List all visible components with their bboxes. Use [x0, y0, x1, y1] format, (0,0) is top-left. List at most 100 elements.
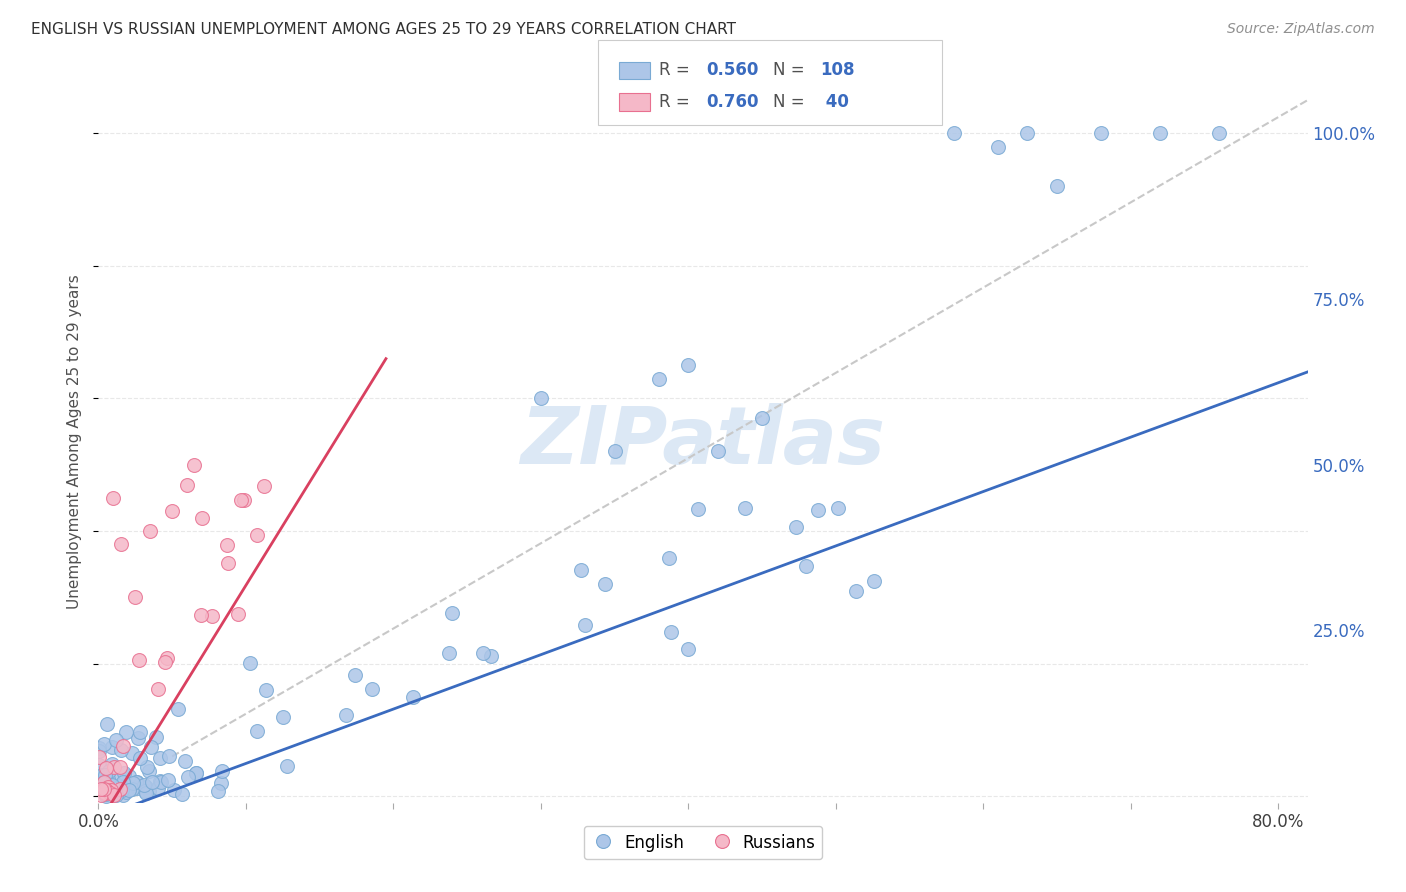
- Point: [156, 772, 179, 787]
- Point: [648, 371, 671, 385]
- Point: [105, 732, 128, 747]
- Point: [479, 648, 502, 663]
- Point: [90, 782, 112, 797]
- Point: [807, 502, 830, 516]
- Point: [1149, 126, 1171, 140]
- Point: [1046, 179, 1069, 194]
- Text: Source: ZipAtlas.com: Source: ZipAtlas.com: [1227, 22, 1375, 37]
- Point: [91, 775, 114, 789]
- Point: [94, 787, 117, 801]
- Point: [233, 493, 256, 508]
- Point: [138, 764, 160, 779]
- Point: [253, 478, 276, 492]
- Point: [167, 702, 190, 716]
- Text: ZIPatlas: ZIPatlas: [520, 402, 886, 481]
- Point: [101, 491, 124, 505]
- Point: [135, 786, 157, 800]
- Point: [149, 774, 172, 789]
- Point: [186, 766, 208, 780]
- Text: R =: R =: [659, 62, 696, 79]
- Point: [190, 607, 212, 622]
- Point: [103, 789, 125, 803]
- Point: [93, 785, 115, 799]
- Point: [121, 746, 143, 760]
- Point: [103, 760, 125, 774]
- Point: [845, 584, 868, 599]
- Point: [122, 776, 145, 790]
- Point: [110, 537, 132, 551]
- Point: [96, 772, 118, 786]
- Point: [112, 766, 135, 780]
- Point: [658, 551, 681, 566]
- Point: [108, 781, 131, 796]
- Point: [734, 500, 756, 515]
- Point: [173, 755, 195, 769]
- Point: [706, 444, 728, 458]
- Point: [190, 510, 212, 524]
- Point: [118, 783, 141, 797]
- Point: [134, 784, 156, 798]
- Point: [128, 724, 150, 739]
- Point: [94, 789, 117, 803]
- Point: [659, 624, 682, 639]
- Text: 108: 108: [820, 62, 855, 79]
- Point: [160, 504, 183, 518]
- Point: [110, 743, 132, 757]
- Point: [201, 608, 224, 623]
- Point: [211, 775, 233, 789]
- Point: [863, 574, 886, 589]
- Point: [118, 769, 141, 783]
- Point: [115, 785, 138, 799]
- Point: [104, 788, 127, 802]
- Point: [402, 690, 425, 704]
- Point: [1090, 126, 1112, 140]
- Point: [239, 656, 262, 670]
- Point: [595, 576, 617, 591]
- Point: [574, 618, 596, 632]
- Point: [112, 739, 135, 753]
- Point: [101, 768, 124, 782]
- Point: [127, 775, 149, 789]
- Point: [111, 780, 134, 795]
- Point: [90, 788, 112, 802]
- Point: [94, 768, 117, 782]
- Point: [1017, 126, 1039, 140]
- Point: [115, 725, 138, 739]
- Point: [471, 646, 494, 660]
- Point: [97, 780, 120, 794]
- Text: 40: 40: [820, 93, 849, 111]
- Point: [603, 444, 626, 458]
- Text: 0.560: 0.560: [706, 62, 758, 79]
- Point: [215, 538, 238, 552]
- Point: [176, 770, 198, 784]
- Point: [156, 651, 179, 665]
- Text: N =: N =: [773, 93, 810, 111]
- Point: [135, 760, 157, 774]
- Point: [271, 710, 294, 724]
- Point: [217, 556, 239, 570]
- Point: [231, 493, 253, 508]
- Point: [132, 778, 155, 792]
- Point: [87, 757, 110, 772]
- Point: [98, 786, 121, 800]
- Point: [94, 772, 117, 787]
- Point: [101, 779, 124, 793]
- Point: [343, 668, 366, 682]
- Point: [183, 458, 205, 472]
- Point: [184, 766, 207, 780]
- Point: [89, 744, 111, 758]
- Point: [246, 528, 269, 542]
- Point: [226, 607, 249, 621]
- Point: [89, 741, 111, 756]
- Point: [1208, 126, 1230, 140]
- Point: [170, 788, 193, 802]
- Point: [112, 774, 135, 789]
- Point: [149, 750, 172, 764]
- Point: [91, 768, 114, 782]
- Point: [94, 782, 117, 797]
- Point: [112, 789, 135, 803]
- Point: [128, 653, 150, 667]
- Point: [141, 740, 163, 755]
- Point: [89, 770, 111, 784]
- Point: [100, 783, 122, 797]
